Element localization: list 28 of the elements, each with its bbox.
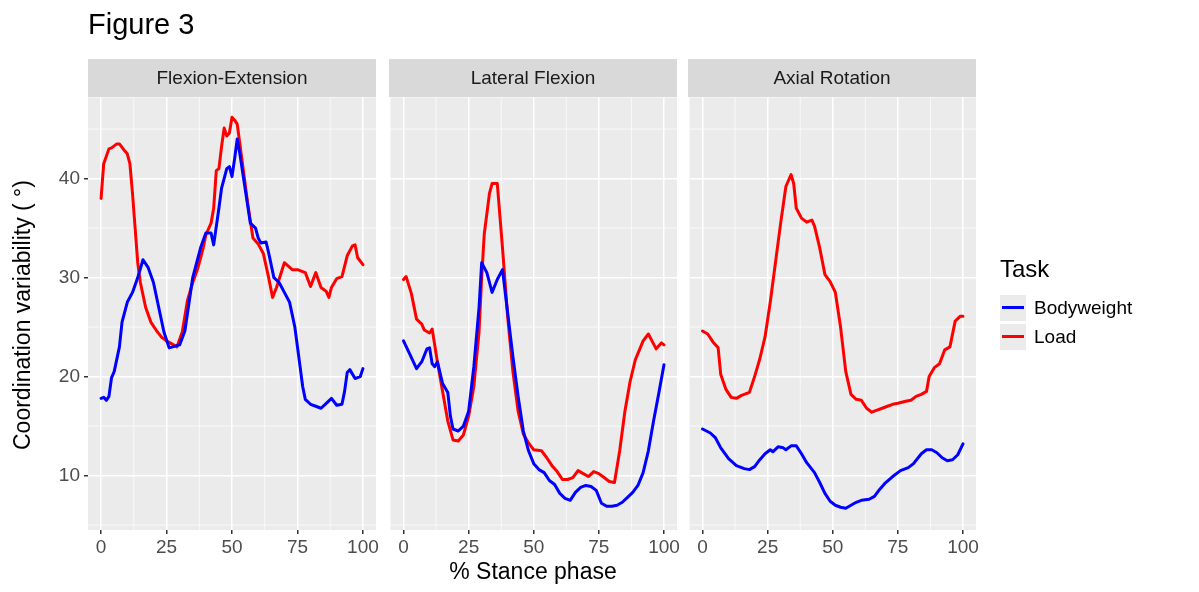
x-tick-label: 0 [95, 535, 107, 557]
x-tick-label: 100 [648, 535, 680, 557]
y-tick-label: 20 [58, 364, 80, 386]
x-tick-label: 0 [697, 535, 708, 557]
x-tick-label: 25 [757, 535, 779, 557]
x-tick-label: 75 [887, 535, 909, 557]
x-tick-label: 50 [822, 535, 844, 557]
x-tick-label: 50 [523, 535, 545, 557]
chart-title: Flexion-Extension [88, 59, 376, 97]
x-tick-label: 75 [286, 535, 309, 557]
x-tick-label: 25 [155, 535, 178, 557]
x-tick-label: 100 [947, 535, 979, 557]
legend-label: Bodyweight [1034, 296, 1133, 319]
y-tick-label: 30 [58, 265, 80, 287]
caption: Figure 3 [88, 8, 195, 41]
y-axis-title: Coordination variability ( °) [8, 180, 36, 450]
x-tick-label: 100 [347, 535, 379, 557]
x-tick-label: 75 [588, 535, 610, 557]
x-axis-title: % Stance phase [449, 558, 617, 585]
y-tick-label: 40 [58, 166, 80, 188]
legend-title: Task [1000, 255, 1051, 283]
chart-title: Axial Rotation [688, 59, 976, 97]
x-tick-label: 25 [458, 535, 480, 557]
x-tick-label: 50 [221, 535, 243, 557]
y-tick-label: 10 [58, 463, 80, 485]
x-tick-label: 0 [398, 535, 409, 557]
legend-label: Load [1034, 325, 1077, 348]
chart-title: Lateral Flexion [389, 59, 677, 97]
